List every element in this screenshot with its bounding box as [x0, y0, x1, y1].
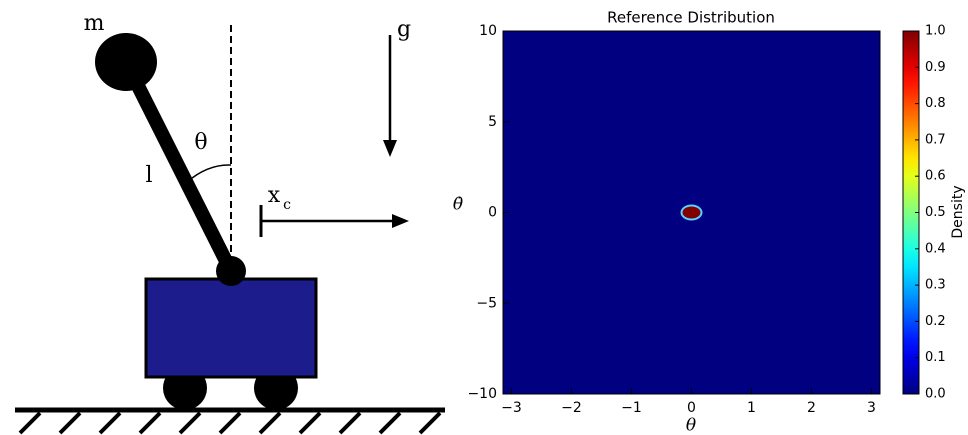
position-subscript: c	[283, 197, 291, 213]
colorbar-tick-label: 0.9	[925, 60, 946, 75]
x-tick-label: −3	[501, 400, 522, 416]
colorbar-tick-label: 0.0	[925, 387, 946, 402]
angle-label: θ	[194, 130, 207, 155]
colorbar-tick-label: 0.7	[925, 132, 946, 147]
heatmap-chart: Reference Distribution θ θ̇ Density −3 −2…	[453, 9, 966, 435]
x-tick-label: −1	[621, 400, 642, 416]
colorbar-label: Density	[950, 185, 966, 238]
density-peak	[683, 207, 701, 219]
colorbar-tick-label: 0.1	[925, 350, 946, 365]
x-axis-label: θ	[686, 416, 696, 435]
mass	[95, 33, 157, 91]
colorbar-tick-label: 0.3	[925, 278, 946, 293]
x-tick-label: 1	[747, 400, 756, 416]
position-arrowhead	[392, 214, 409, 228]
y-axis-label: θ̇	[453, 195, 463, 215]
length-label: l	[145, 163, 152, 188]
pivot	[216, 256, 246, 286]
cart	[146, 279, 316, 377]
y-tick-label: 10	[479, 23, 497, 39]
y-tick-label: −10	[467, 386, 497, 402]
colorbar-tick-label: 0.4	[925, 241, 946, 256]
y-tick-label: 0	[488, 205, 497, 221]
ground-hatch	[20, 413, 440, 433]
mass-label: m	[84, 11, 105, 36]
cart-pole-diagram: m g θ l x c	[15, 11, 445, 433]
gravity-label: g	[397, 17, 411, 42]
colorbar-tick-label: 0.6	[925, 169, 946, 184]
gravity-arrowhead	[383, 140, 397, 157]
y-tick-label: 5	[488, 114, 497, 130]
angle-arc	[187, 165, 231, 182]
colorbar-tick-label: 0.2	[925, 314, 946, 329]
page: m g θ l x c Reference Distribution θ θ̇ …	[0, 0, 968, 435]
x-tick-label: 0	[687, 400, 696, 416]
y-tick-label: −5	[476, 295, 497, 311]
x-tick-label: 3	[867, 400, 876, 416]
colorbar-tick-label: 1.0	[925, 24, 946, 39]
colorbar-tick-label: 0.8	[925, 96, 946, 111]
position-label: x	[268, 183, 281, 208]
chart-title: Reference Distribution	[607, 9, 775, 27]
x-tick-label: −2	[561, 400, 582, 416]
colorbar-tick-label: 0.5	[925, 205, 946, 220]
x-tick-label: 2	[807, 400, 816, 416]
